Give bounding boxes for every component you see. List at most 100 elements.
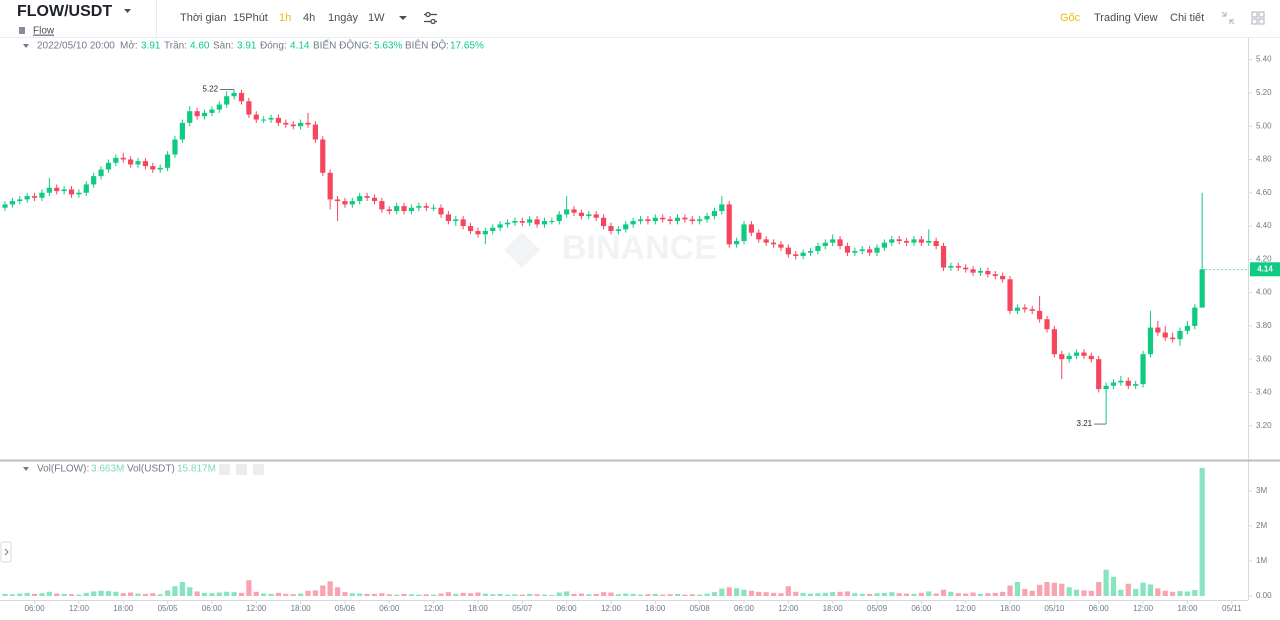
candle-body <box>194 111 200 117</box>
interval-button[interactable]: 4h <box>303 12 315 24</box>
candle-body <box>209 109 215 113</box>
interval-button[interactable]: 1ngày <box>328 12 358 24</box>
volume-bar <box>1088 590 1094 596</box>
info-collapse[interactable] <box>23 44 29 48</box>
volume-bar <box>1147 584 1154 596</box>
volume-bar <box>881 592 888 596</box>
volume-bar <box>1051 582 1057 596</box>
candle-body <box>704 216 710 220</box>
view-button[interactable]: Trading View <box>1094 12 1158 24</box>
y-tick-label: 5.00 <box>1256 121 1272 130</box>
candle-body <box>401 206 407 212</box>
candle-body <box>467 226 474 232</box>
candle-body <box>571 209 577 213</box>
volume-bar <box>231 592 237 596</box>
symbol-dropdown[interactable] <box>124 9 131 13</box>
volume-bar <box>246 580 252 596</box>
candle-body <box>24 196 30 200</box>
y-tick-label: 3.40 <box>1256 388 1272 397</box>
volume-bar <box>342 592 348 596</box>
volume-bar <box>519 594 525 596</box>
candle-body <box>275 117 282 123</box>
candle-body <box>1103 385 1109 390</box>
volume-bar <box>364 593 370 596</box>
volume-settings-button[interactable] <box>236 464 247 475</box>
candle-body <box>1140 354 1146 385</box>
candle-body <box>793 254 799 256</box>
volume-bar <box>135 593 141 596</box>
candle-body <box>445 214 451 222</box>
candle-body <box>423 206 429 208</box>
interval-button[interactable]: 1W <box>368 12 385 24</box>
settings-icon[interactable] <box>424 11 437 25</box>
volume-bar <box>682 594 688 596</box>
volume-bar <box>98 590 104 596</box>
volume-collapse[interactable] <box>23 467 29 471</box>
x-tick-label: 06:00 <box>202 604 223 613</box>
volume-bar <box>1192 590 1198 596</box>
symbol[interactable]: FLOW/USDT <box>17 3 112 20</box>
candle-body <box>120 157 126 160</box>
volume-bar <box>298 593 304 596</box>
candle-body <box>874 247 880 253</box>
candle-body <box>1199 269 1205 308</box>
view-button[interactable]: Chi tiết <box>1170 12 1204 24</box>
layout-icon[interactable] <box>1251 11 1265 25</box>
volume-bar <box>31 593 38 596</box>
info-value: 17.65% <box>450 41 484 52</box>
volume-bar <box>623 593 629 596</box>
candle-body <box>364 196 370 198</box>
candle-body <box>283 122 289 125</box>
view-button[interactable]: Gốc <box>1060 12 1081 24</box>
volume-bar <box>497 593 503 596</box>
y2-tick-label: 2M <box>1256 521 1267 530</box>
side-expand-button[interactable] <box>0 541 12 563</box>
x-tick-label: 12:00 <box>1133 604 1154 613</box>
x-tick-label: 12:00 <box>69 604 90 613</box>
candle-body <box>83 184 89 193</box>
candle-body <box>68 189 75 195</box>
volume-bar <box>770 592 777 596</box>
volume-bar <box>216 592 222 596</box>
info-value: 5.63% <box>374 41 402 52</box>
candle-body <box>844 246 851 253</box>
view-group: Gốc Trading View Chi tiết <box>1060 12 1204 24</box>
volume-bar <box>992 592 998 596</box>
interval-button[interactable]: 1h <box>279 12 291 24</box>
volume-bar <box>608 592 614 596</box>
info-value: 3.91 <box>141 41 161 52</box>
symbol-link[interactable]: Flow <box>33 26 55 37</box>
volume-bar <box>615 594 621 596</box>
volume-bar <box>1029 590 1035 596</box>
volume-bar <box>911 593 917 596</box>
interval-button[interactable]: 15Phút <box>233 12 268 24</box>
watermark-text: BINANCE <box>562 229 717 267</box>
x-tick-label: 12:00 <box>246 604 267 613</box>
volume-bar <box>445 592 451 596</box>
last-price-tag <box>1250 262 1280 277</box>
symbol-icon <box>19 27 25 34</box>
candle-body <box>238 92 245 102</box>
volume-bar <box>460 592 466 596</box>
candle-body <box>940 246 947 268</box>
fullscreen-icon[interactable] <box>1221 11 1235 25</box>
candle-body <box>785 247 791 255</box>
interval-dropdown[interactable] <box>399 16 407 20</box>
volume-bar <box>1177 591 1183 596</box>
volume-bar <box>800 592 806 596</box>
x-tick-label: 18:00 <box>113 604 134 613</box>
candle-body <box>970 269 976 273</box>
candle-body <box>172 139 178 155</box>
volume-bar <box>290 594 296 596</box>
info-label: BIÊN ĐỘ: <box>405 39 449 52</box>
volume-close-button[interactable] <box>253 464 264 475</box>
volume-bar <box>1162 590 1168 596</box>
y-tick-label: 4.40 <box>1256 221 1272 230</box>
volume-bar <box>534 594 540 596</box>
x-tick-label: 12:00 <box>778 604 799 613</box>
volume-eye-button[interactable] <box>219 464 230 475</box>
volume-bar <box>83 592 89 596</box>
x-tick-label: 05/07 <box>512 604 533 613</box>
volume-bar <box>1066 587 1072 596</box>
volume-bar <box>24 592 30 596</box>
